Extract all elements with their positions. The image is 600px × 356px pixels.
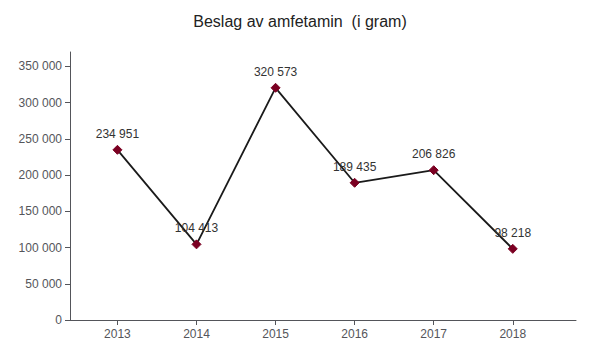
svg-text:300 000: 300 000 <box>19 96 63 110</box>
svg-text:2014: 2014 <box>183 327 210 341</box>
svg-text:206 826: 206 826 <box>412 147 456 161</box>
svg-text:0: 0 <box>55 313 62 327</box>
svg-text:250 000: 250 000 <box>19 132 63 146</box>
svg-text:100 000: 100 000 <box>19 241 63 255</box>
svg-text:2015: 2015 <box>262 327 289 341</box>
svg-text:2017: 2017 <box>420 327 447 341</box>
svg-text:2013: 2013 <box>104 327 131 341</box>
svg-text:189 435: 189 435 <box>333 160 377 174</box>
svg-text:234 951: 234 951 <box>96 127 140 141</box>
svg-text:320 573: 320 573 <box>254 65 298 79</box>
svg-text:Beslag av amfetamin (i gram): Beslag av amfetamin (i gram) <box>193 13 406 30</box>
svg-text:98 218: 98 218 <box>494 226 531 240</box>
svg-text:350 000: 350 000 <box>19 59 63 73</box>
svg-text:50 000: 50 000 <box>25 277 62 291</box>
svg-text:2016: 2016 <box>341 327 368 341</box>
svg-text:104 413: 104 413 <box>175 221 219 235</box>
svg-text:150 000: 150 000 <box>19 204 63 218</box>
svg-text:200 000: 200 000 <box>19 168 63 182</box>
svg-text:2018: 2018 <box>499 327 526 341</box>
